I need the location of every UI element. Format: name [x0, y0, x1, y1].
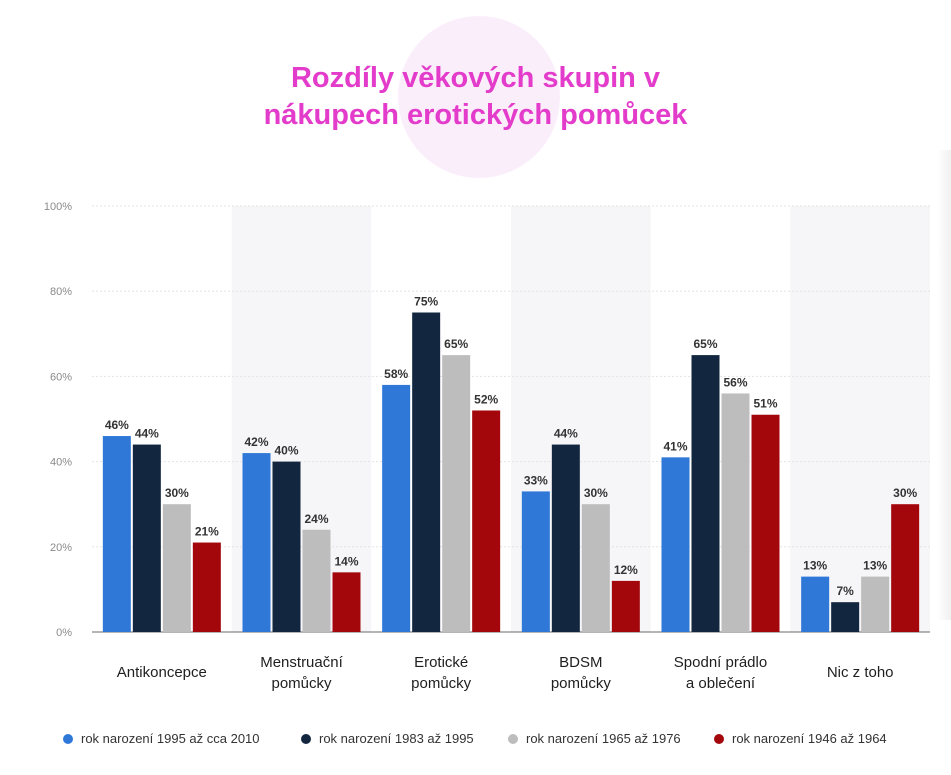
- x-tick-label-line: pomůcky: [551, 675, 612, 692]
- data-label: 21%: [195, 525, 219, 539]
- data-label: 42%: [244, 435, 268, 449]
- title-background-circle: [398, 16, 560, 178]
- y-tick-label: 20%: [50, 542, 72, 554]
- x-tick-label-line: BDSM: [559, 654, 602, 671]
- x-tick-label: Erotické pomůcky: [411, 654, 472, 692]
- y-tick-label: 80%: [50, 286, 72, 298]
- chart-title-line-1: Rozdíly věkových skupin v: [290, 62, 661, 94]
- legend-item-3: rok narození 1965 až 1976: [508, 731, 681, 746]
- bar-4-1: [521, 491, 550, 632]
- bar-5-3: [721, 393, 750, 632]
- bar-5-2: [691, 355, 720, 632]
- data-label: 30%: [893, 486, 917, 500]
- x-tick-label-line: a oblečení: [686, 675, 756, 692]
- data-label: 30%: [165, 486, 189, 500]
- bar-6-4: [891, 504, 920, 632]
- bar-6-2: [831, 602, 860, 632]
- x-tick-label: Spodní prádlo a oblečení: [674, 654, 767, 692]
- data-label: 51%: [753, 397, 777, 411]
- x-tick-label-line: pomůcky: [271, 675, 332, 692]
- bar-4-4: [611, 580, 640, 632]
- data-label: 52%: [474, 392, 498, 406]
- data-label: 13%: [863, 559, 887, 573]
- data-label: 30%: [584, 486, 608, 500]
- bar-2-4: [332, 572, 361, 632]
- bar-2-1: [242, 453, 271, 632]
- chart-title: Rozdíly věkových skupin v nákupech eroti…: [0, 60, 951, 134]
- data-label: 75%: [414, 295, 438, 309]
- bar-4-2: [551, 444, 580, 632]
- bar-3-3: [442, 355, 471, 632]
- x-tick-label-line: Antikoncepce: [117, 664, 207, 681]
- x-tick-label-line: Spodní prádlo: [674, 654, 767, 671]
- y-tick-label: 0%: [56, 627, 72, 639]
- x-tick-label: BDSM pomůcky: [551, 654, 612, 692]
- bar-1-2: [132, 444, 161, 632]
- data-label: 14%: [334, 554, 358, 568]
- data-label: 58%: [384, 367, 408, 381]
- data-label: 65%: [693, 337, 717, 351]
- legend-label-2: rok narození 1983 až 1995: [319, 731, 474, 746]
- y-tick-label: 60%: [50, 371, 72, 383]
- legend-swatch-2: [301, 734, 311, 744]
- data-label: 44%: [135, 427, 159, 441]
- data-label: 7%: [836, 584, 854, 598]
- bar-4-3: [581, 504, 610, 632]
- bar-3-1: [382, 384, 411, 632]
- data-label: 41%: [663, 439, 687, 453]
- x-tick-label: Nic z toho: [827, 664, 894, 681]
- bar-1-1: [102, 436, 131, 632]
- legend-swatch-4: [714, 734, 724, 744]
- bar-2-2: [272, 461, 301, 632]
- data-label: 46%: [105, 418, 129, 432]
- x-tick-label: Menstruační pomůcky: [260, 654, 343, 692]
- legend-label-3: rok narození 1965 až 1976: [526, 731, 681, 746]
- data-label: 65%: [444, 337, 468, 351]
- data-label: 33%: [524, 473, 548, 487]
- y-tick-label: 40%: [50, 457, 72, 469]
- data-label: 12%: [614, 563, 638, 577]
- chart-title-line-2: nákupech erotických pomůcek: [263, 99, 688, 131]
- x-tick-label-line: Erotické: [414, 654, 468, 671]
- x-tick-label-line: Menstruační: [260, 654, 343, 671]
- x-tick-label-line: Nic z toho: [827, 664, 894, 681]
- legend-swatch-1: [63, 734, 73, 744]
- bar-2-3: [302, 529, 331, 632]
- legend-label-4: rok narození 1946 až 1964: [732, 731, 887, 746]
- legend-item-1: rok narození 1995 až cca 2010: [63, 731, 260, 746]
- bar-3-4: [472, 410, 501, 632]
- legend-item-2: rok narození 1983 až 1995: [301, 731, 474, 746]
- bar-6-3: [861, 576, 890, 632]
- data-label: 13%: [803, 559, 827, 573]
- bar-3-2: [412, 312, 441, 632]
- x-tick-label: Antikoncepce: [117, 664, 207, 681]
- legend-swatch-3: [508, 734, 518, 744]
- data-label: 40%: [274, 444, 298, 458]
- data-label: 56%: [723, 375, 747, 389]
- bar-1-3: [162, 504, 191, 632]
- x-tick-label-line: pomůcky: [411, 675, 472, 692]
- data-label: 24%: [304, 512, 328, 526]
- right-edge-shadow: [937, 150, 951, 620]
- bar-5-4: [751, 414, 780, 632]
- data-label: 44%: [554, 427, 578, 441]
- legend-label-1: rok narození 1995 až cca 2010: [81, 731, 260, 746]
- bar-5-1: [661, 457, 690, 632]
- bar-6-1: [801, 576, 830, 632]
- bar-1-4: [192, 542, 221, 632]
- y-tick-label: 100%: [44, 201, 72, 213]
- legend-item-4: rok narození 1946 až 1964: [714, 731, 887, 746]
